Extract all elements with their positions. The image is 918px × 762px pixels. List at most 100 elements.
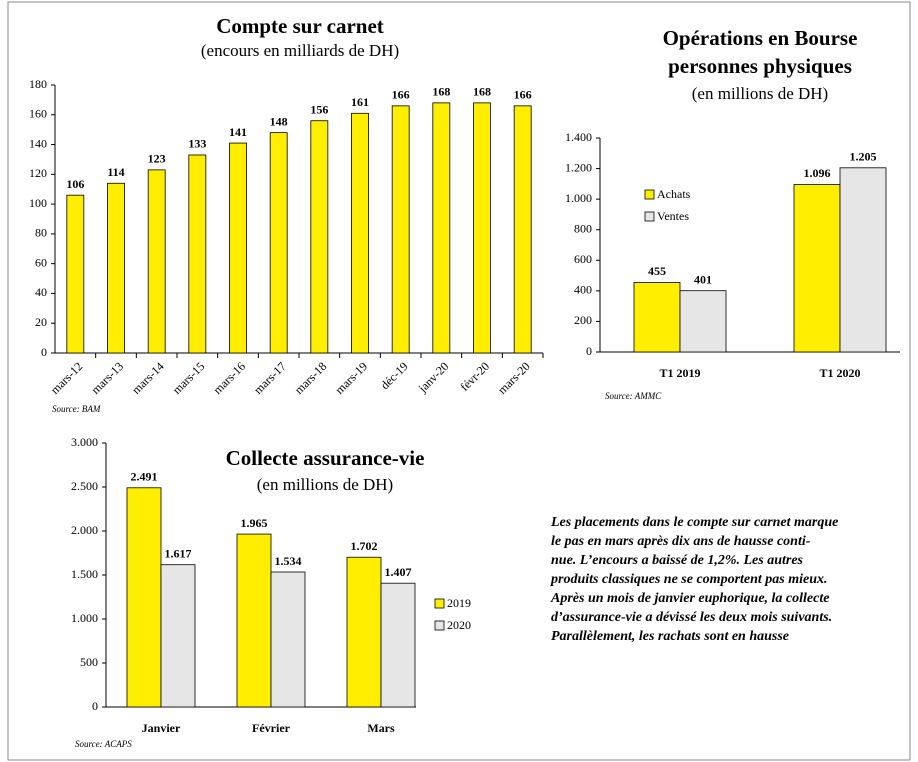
bar (633, 282, 681, 353)
bar (513, 105, 532, 354)
legend-label: Ventes (657, 209, 689, 223)
y-tick-label: 140 (29, 136, 47, 150)
legend-swatch (644, 189, 655, 200)
y-tick-label: 60 (35, 255, 47, 269)
chart-subtitle: (encours en milliards de DH) (201, 41, 399, 60)
bar (269, 132, 288, 354)
bar (679, 290, 727, 353)
bar (432, 102, 451, 354)
value-label: 1.407 (385, 565, 412, 579)
x-tick-label: Février (252, 721, 291, 735)
value-label: 148 (270, 114, 288, 128)
caption-line: Après un mois de janvier euphorique, la … (550, 591, 829, 606)
y-tick-label: 40 (35, 285, 47, 299)
y-tick-label: 400 (574, 283, 592, 297)
x-tick-label: mars-16 (210, 359, 248, 397)
chart-subtitle: (en millions de DH) (257, 475, 393, 494)
value-label: 1.617 (165, 546, 192, 560)
legend-swatch (434, 620, 445, 631)
legend-label: Achats (657, 187, 691, 201)
caption-line: d’assurance-vie a dévissé les deux mois … (551, 610, 832, 625)
bar (346, 556, 382, 708)
x-tick-label: déc-19 (378, 359, 411, 392)
bar (270, 571, 306, 708)
chart-title: Collecte assurance-vie (226, 446, 425, 470)
x-tick-label: mars-17 (251, 359, 289, 397)
value-label: 401 (694, 272, 712, 286)
chart-title: Compte sur carnet (216, 14, 384, 38)
bar (380, 582, 416, 708)
y-tick-label: 800 (574, 221, 592, 235)
y-tick-label: 180 (29, 77, 47, 91)
x-tick-label: mars-12 (48, 359, 86, 397)
frame (7, 1, 911, 761)
bar (473, 102, 491, 354)
value-label: 166 (392, 88, 410, 102)
legend-swatch (434, 598, 445, 609)
value-label: 133 (188, 137, 206, 151)
y-tick-label: 3.000 (71, 435, 98, 449)
legend-swatch (644, 211, 655, 222)
x-tick-label: Janvier (142, 721, 181, 735)
bar (160, 564, 196, 708)
value-label: 1.702 (351, 539, 378, 553)
bar (229, 142, 247, 354)
value-label: 161 (351, 95, 369, 109)
chart-title: Opérations en Bourse (663, 26, 858, 50)
y-tick-label: 1.500 (71, 567, 98, 581)
value-label: 455 (648, 264, 666, 278)
y-tick-label: 1.000 (565, 191, 592, 205)
y-tick-label: 20 (35, 315, 47, 329)
y-tick-label: 0 (41, 345, 47, 359)
value-label: 168 (473, 85, 491, 99)
chart-subtitle: (en millions de DH) (692, 84, 828, 103)
caption-line: Les placements dans le compte sur carnet… (550, 515, 838, 530)
x-tick-label: mars-13 (88, 359, 126, 397)
x-tick-label: mars-18 (292, 359, 330, 397)
y-tick-label: 200 (574, 313, 592, 327)
caption-line: Parallèlement, les rachats sont en hauss… (551, 629, 789, 644)
value-label: 166 (514, 88, 532, 102)
y-tick-label: 2.500 (71, 479, 98, 493)
bar (839, 167, 887, 353)
bar (793, 184, 841, 353)
y-tick-label: 100 (29, 196, 47, 210)
y-tick-label: 0 (92, 699, 98, 713)
x-tick-label: mars-19 (332, 359, 370, 397)
source: Source: AMMC (605, 391, 662, 401)
y-tick-label: 120 (29, 166, 47, 180)
x-tick-label: mars-15 (170, 359, 208, 397)
bar (351, 112, 369, 354)
chart-title: personnes physiques (668, 54, 852, 78)
bar (107, 182, 125, 354)
value-label: 168 (432, 85, 450, 99)
value-label: 114 (107, 165, 124, 179)
x-tick-label: mars-20 (495, 359, 533, 397)
value-label: 156 (310, 102, 328, 116)
value-label: 2.491 (131, 470, 158, 484)
bar (391, 105, 410, 354)
x-tick-label: janv-20 (415, 359, 452, 396)
value-label: 1.534 (275, 554, 302, 568)
bar (66, 194, 85, 354)
y-tick-label: 500 (80, 655, 98, 669)
caption-line: le pas en mars après dix ans de hausse c… (551, 534, 811, 549)
value-label: 106 (66, 177, 84, 191)
bar (147, 169, 166, 354)
x-tick-label: Mars (367, 721, 395, 735)
x-tick-label: T1 2020 (819, 366, 860, 380)
source: Source: ACAPS (75, 739, 132, 749)
caption-line: nue. L’encours a baissé de 1,2%. Les aut… (551, 553, 804, 568)
source: Source: BAM (52, 404, 101, 414)
value-label: 1.965 (241, 516, 268, 530)
x-tick-label: T1 2019 (659, 366, 700, 380)
y-tick-label: 0 (586, 344, 592, 358)
value-label: 123 (148, 152, 166, 166)
bar (126, 487, 162, 708)
value-label: 1.096 (804, 166, 831, 180)
bar (310, 120, 329, 354)
y-tick-label: 1.200 (565, 160, 592, 174)
value-label: 141 (229, 125, 247, 139)
y-tick-label: 600 (574, 252, 592, 266)
